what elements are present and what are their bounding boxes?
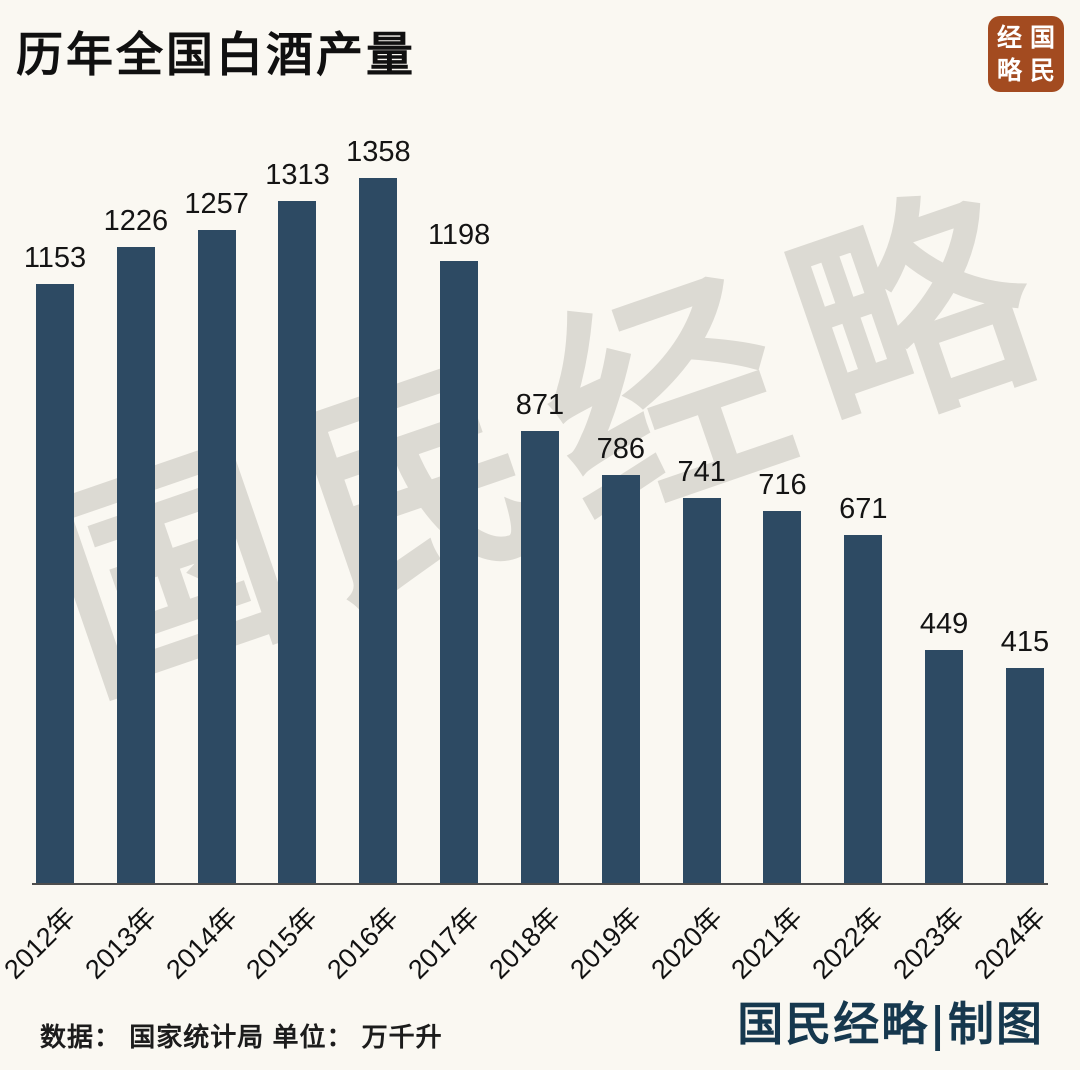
header: 历年全国白酒产量 经 国 略 民 — [16, 16, 1064, 92]
bar — [278, 201, 317, 883]
bar-column: 1198 2017年 — [403, 219, 491, 985]
logo-char: 经 — [996, 23, 1022, 52]
logo-char: 民 — [1029, 56, 1055, 85]
data-source-note: 数据： 国家统计局 单位： 万千升 — [40, 1022, 443, 1052]
logo-char: 略 — [996, 56, 1022, 85]
x-axis-label: 2016年 — [321, 901, 405, 985]
bar-value-label: 786 — [596, 433, 645, 465]
bar-column: 671 2022年 — [807, 493, 890, 985]
bar-column: 741 2020年 — [645, 456, 728, 985]
bar-column: 415 2024年 — [968, 626, 1051, 985]
bar-value-label: 1313 — [265, 159, 330, 191]
x-axis-label: 2022年 — [806, 901, 890, 985]
bar-value-label: 1198 — [427, 219, 491, 251]
x-axis-label: 2024年 — [968, 901, 1052, 985]
x-axis-label: 2020年 — [645, 901, 728, 985]
bar — [36, 284, 74, 883]
bar-value-label: 1153 — [23, 242, 87, 274]
page-title: 历年全国白酒产量 — [16, 28, 416, 81]
x-axis-label: 2018年 — [483, 901, 567, 985]
bar-chart: 1153 2012年 1226 2013年 1257 2014年 1313 2015年 1358… — [0, 128, 1051, 985]
bar-value-label: 741 — [677, 456, 726, 488]
x-axis-label: 2023年 — [887, 901, 971, 985]
footer: 数据： 国家统计局 单位： 万千升 国民经略|制图 — [40, 988, 1044, 1054]
credit-signature: 国民经略|制图 — [737, 997, 1044, 1051]
bar-column: 1358 2016年 — [322, 136, 411, 985]
bar-value-label: 415 — [1000, 626, 1050, 658]
x-axis-label: 2013年 — [79, 901, 162, 985]
bar — [440, 261, 479, 883]
bar-value-label: 1358 — [346, 136, 411, 168]
bar-value-label: 871 — [515, 389, 565, 421]
bar — [1005, 668, 1044, 883]
brand-logo: 经 国 略 民 — [988, 16, 1064, 92]
x-axis-label: 2015年 — [240, 901, 324, 985]
bar — [197, 230, 236, 883]
bar — [359, 178, 398, 883]
x-axis-label: 2019年 — [564, 901, 647, 985]
bar-value-label: 1226 — [103, 205, 169, 237]
bar-column: 786 2019年 — [564, 433, 647, 985]
bar-value-label: 716 — [758, 469, 807, 501]
x-axis-label: 2014年 — [160, 901, 243, 985]
bar-column: 449 2023年 — [887, 608, 970, 985]
bar — [763, 511, 802, 883]
bar-value-label: 449 — [919, 608, 969, 640]
bar-column: 1257 2014年 — [160, 188, 249, 985]
bar — [844, 535, 883, 883]
logo-char: 国 — [1029, 23, 1055, 52]
bar — [116, 247, 155, 883]
bar-column: 716 2021年 — [726, 469, 809, 985]
x-axis-label: 2017年 — [402, 901, 486, 985]
bar-column: 1226 2013年 — [79, 205, 168, 985]
bar — [601, 475, 640, 883]
plot-area: 1153 2012年 1226 2013年 1257 2014年 1313 2015年 1358… — [0, 128, 1051, 985]
bar — [925, 650, 964, 883]
bar-column: 1313 2015年 — [241, 159, 330, 985]
bar-column: 1153 2012年 — [0, 242, 86, 985]
bar-value-label: 1257 — [184, 188, 249, 220]
bar-value-label: 671 — [839, 493, 888, 525]
bar — [520, 431, 559, 883]
bar — [682, 498, 721, 883]
x-axis-label: 2021年 — [725, 901, 809, 985]
bar-column: 871 2018年 — [483, 389, 566, 985]
x-axis-label: 2012年 — [0, 901, 82, 985]
